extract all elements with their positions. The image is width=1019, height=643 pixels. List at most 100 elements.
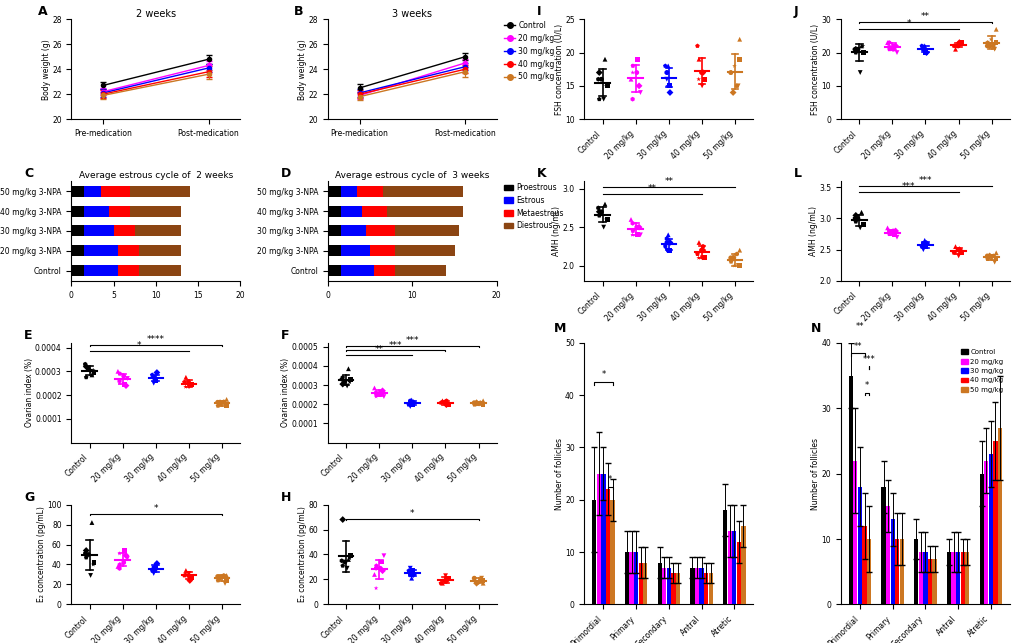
Point [659, 60, 676, 71]
Point [401, 569, 418, 579]
Point [341, 553, 358, 563]
Point [180, 377, 197, 387]
Point [218, 575, 234, 586]
Point [730, 81, 746, 91]
Point [726, 60, 742, 71]
Point [880, 44, 897, 55]
Point [334, 561, 351, 571]
Y-axis label: FSH concentration (U/L): FSH concentration (U/L) [810, 24, 819, 115]
Point [77, 359, 94, 369]
Text: *: * [601, 370, 605, 379]
Point [85, 365, 101, 376]
Text: F: F [280, 329, 289, 342]
Bar [983, 460, 987, 604]
Bar [862, 526, 866, 604]
Point [951, 244, 967, 255]
Point [595, 222, 611, 232]
Point [985, 257, 1002, 267]
Point [177, 382, 194, 392]
Point [118, 550, 135, 561]
Point [336, 376, 353, 386]
Bar [84, 266, 118, 276]
Point [176, 570, 193, 581]
Bar [997, 428, 1001, 604]
Text: D: D [280, 167, 290, 180]
Point [212, 572, 228, 583]
Point [598, 81, 614, 91]
Point [846, 213, 862, 224]
Point [183, 572, 200, 583]
Point [888, 232, 904, 242]
Legend: Control, 20 mg/kg, 30 mg/kg, 40 mg/kg, 50 mg/kg: Control, 20 mg/kg, 30 mg/kg, 40 mg/kg, 5… [503, 21, 554, 82]
Y-axis label: Body weight (g): Body weight (g) [298, 39, 307, 100]
Point [473, 573, 489, 583]
Point [215, 570, 231, 581]
Point [880, 37, 897, 48]
Point [951, 244, 967, 255]
Point [217, 401, 233, 411]
Point [368, 392, 384, 402]
Point [368, 561, 384, 571]
Point [854, 41, 870, 51]
Point [731, 54, 747, 64]
Point [403, 570, 419, 581]
Point [218, 394, 234, 404]
Point [366, 383, 382, 393]
Point [404, 573, 420, 583]
Point [693, 81, 709, 91]
Point [978, 41, 995, 51]
Bar [634, 552, 638, 604]
Point [432, 397, 448, 408]
Point [913, 241, 929, 251]
Title: Average estrous cycle of  2 weeks: Average estrous cycle of 2 weeks [78, 171, 232, 180]
Point [917, 239, 933, 249]
Bar [895, 539, 899, 604]
Bar [736, 541, 740, 604]
Point [86, 557, 102, 568]
Point [148, 376, 164, 386]
Text: J: J [793, 5, 798, 18]
Point [470, 578, 486, 588]
Bar [109, 206, 130, 217]
Point [84, 518, 100, 528]
Point [176, 377, 193, 387]
Point [213, 572, 229, 583]
Point [473, 399, 489, 410]
Y-axis label: E₂ concentration (pg/mL): E₂ concentration (pg/mL) [37, 507, 46, 602]
Point [596, 54, 612, 64]
Point [722, 68, 739, 78]
Y-axis label: Ovarian index (%): Ovarian index (%) [281, 358, 289, 428]
Point [437, 399, 453, 410]
Bar [118, 246, 139, 257]
Point [631, 222, 647, 232]
Bar [139, 266, 181, 276]
Point [434, 578, 450, 588]
Text: **: ** [374, 345, 383, 354]
Bar [880, 487, 884, 604]
Point [731, 34, 747, 44]
Bar [964, 552, 968, 604]
Point [593, 74, 609, 84]
Point [945, 41, 961, 51]
Bar [666, 568, 671, 604]
Point [210, 401, 226, 411]
Bar [931, 559, 935, 604]
Point [849, 44, 865, 55]
Text: **: ** [920, 12, 929, 21]
Point [880, 226, 897, 236]
Point [342, 550, 359, 561]
Point [438, 573, 454, 583]
Bar [592, 500, 596, 604]
Point [77, 372, 94, 383]
Y-axis label: FSH concentration (U/L): FSH concentration (U/L) [554, 24, 564, 115]
Point [146, 372, 162, 383]
Point [693, 253, 709, 263]
Point [177, 565, 194, 575]
Point [432, 578, 448, 588]
Point [947, 44, 963, 55]
Point [118, 381, 135, 391]
Bar [918, 552, 922, 604]
Legend: Proestrous, Estrous, Metaestrous, Diestrous: Proestrous, Estrous, Metaestrous, Diestr… [503, 183, 564, 230]
Point [694, 241, 710, 251]
Point [722, 257, 739, 267]
